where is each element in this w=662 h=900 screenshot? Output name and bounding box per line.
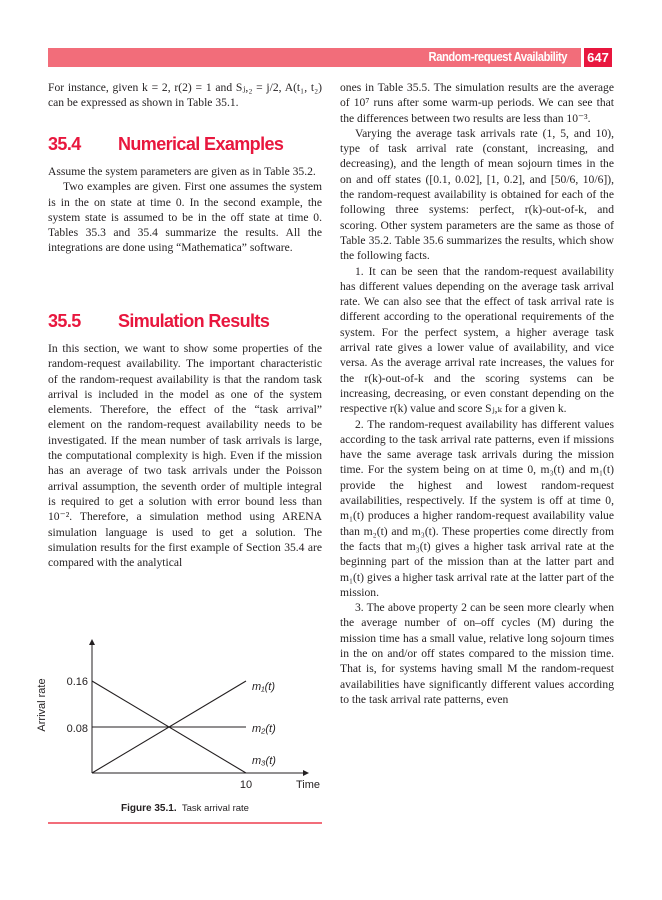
section-title: Simulation Results [118, 311, 270, 331]
paragraph: 1. It can be seen that the random-reques… [340, 264, 614, 416]
paragraph: ones in Table 35.5. The simulation resul… [340, 81, 614, 125]
section-heading-35-4: 35.4 Numerical Examples [48, 134, 284, 155]
y-tick-label: 0.08 [67, 723, 88, 735]
left-column-sec5: In this section, we want to show some pr… [48, 341, 322, 570]
series-line-m3 [91, 680, 247, 774]
paragraph: Assume the system parameters are given a… [48, 165, 316, 178]
right-column: ones in Table 35.5. The simulation resul… [340, 80, 614, 707]
paragraph: Two examples are given. First one assume… [48, 180, 322, 255]
figure-rule [48, 822, 322, 824]
paragraph: 3. The above property 2 can be seen more… [340, 601, 614, 706]
section-heading-35-5: 35.5 Simulation Results [48, 311, 270, 332]
running-header-bar: Random-request Availability [48, 48, 581, 67]
running-title: Random-request Availability [428, 49, 567, 64]
series-label-m1: m₁(t) [252, 681, 275, 693]
figure-label: Figure 35.1. [121, 803, 177, 814]
page-number: 647 [584, 48, 612, 67]
section-number: 35.5 [48, 311, 81, 331]
section-number: 35.4 [48, 134, 81, 154]
x-axis-label: Time [296, 779, 320, 791]
paragraph: For instance, given k = 2, r(2) = 1 and … [48, 81, 322, 110]
figure-caption: Figure 35.1. Task arrival rate [48, 803, 322, 814]
x-tick-label: 10 [240, 779, 252, 791]
series-label-m3: m₃(t) [252, 755, 276, 767]
left-column-top: For instance, given k = 2, r(2) = 1 and … [48, 80, 322, 111]
figure-caption-text: Task arrival rate [181, 803, 249, 814]
paragraph: 2. The random-request availability has d… [340, 417, 614, 599]
y-axis-label: Arrival rate [36, 678, 48, 731]
left-column-sec4: Assume the system parameters are given a… [48, 164, 322, 256]
paragraph: In this section, we want to show some pr… [48, 342, 322, 570]
paragraph: Varying the average task arrivals rate (… [340, 126, 614, 263]
section-title: Numerical Examples [118, 134, 284, 154]
series-label-m2: m₂(t) [252, 723, 276, 735]
y-tick-label: 0.16 [67, 676, 88, 688]
